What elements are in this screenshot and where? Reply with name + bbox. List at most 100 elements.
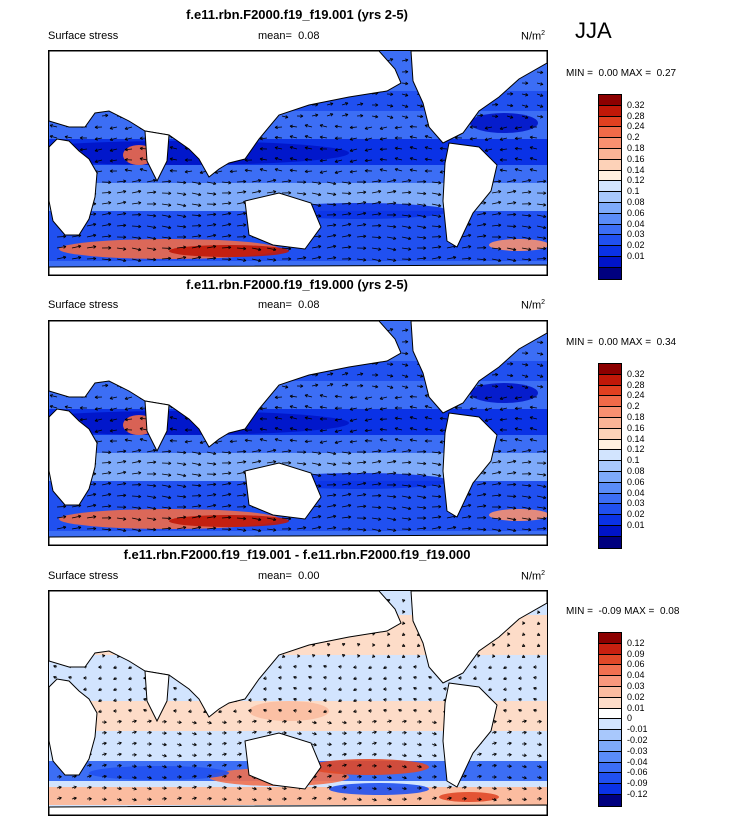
stress-vector (536, 643, 541, 647)
stress-vector (394, 416, 403, 421)
stress-vector (431, 731, 437, 736)
stress-vector (521, 225, 532, 229)
stress-vector (416, 484, 427, 489)
stress-vector (409, 157, 418, 161)
stress-vector (94, 395, 103, 400)
stress-vector (371, 103, 379, 107)
stress-vector (394, 146, 403, 151)
stress-vector (529, 135, 538, 140)
stress-vector (413, 697, 418, 702)
stress-vector (431, 234, 442, 239)
stress-vector (356, 470, 367, 475)
stress-vector (416, 775, 422, 780)
stress-vector (506, 247, 517, 252)
colorbar-tick-label: 0.12 (627, 175, 645, 186)
stress-vector (311, 255, 322, 260)
stress-vector (514, 167, 523, 172)
stress-vector (86, 774, 92, 779)
stress-vector (308, 664, 313, 669)
stress-vector (424, 134, 433, 139)
stress-vector (476, 245, 487, 250)
stress-vector (364, 137, 373, 142)
stress-vector (401, 730, 407, 735)
stress-vector (536, 526, 547, 531)
stress-vector (161, 256, 172, 261)
colorbar-swatch (599, 730, 621, 741)
colorbar-swatch (599, 235, 621, 247)
stress-vector (461, 526, 472, 531)
colorbar-swatch (599, 224, 621, 236)
colorbar-tick-label: 0.14 (627, 164, 645, 175)
stress-vector (356, 372, 364, 376)
stress-vector (356, 528, 367, 532)
colorbar-tick-label: 0.1 (627, 455, 640, 466)
colorbar-swatch (599, 633, 621, 644)
stress-vector (413, 665, 418, 669)
stress-vector (386, 92, 394, 97)
stress-vector (424, 439, 433, 443)
colorbar-tick-label: 0.24 (627, 121, 645, 132)
colorbar-swatch (599, 213, 621, 225)
stress-vector (514, 157, 523, 161)
colorbar-swatch (599, 202, 621, 214)
stress-vector (416, 449, 427, 454)
stress-vector (274, 146, 283, 150)
stress-vector (341, 752, 347, 757)
colorbar-swatch (599, 127, 621, 139)
stress-vector (98, 687, 103, 692)
stress-vector (353, 709, 358, 713)
stress-vector (101, 774, 107, 779)
stress-vector (101, 180, 112, 185)
stress-vector (124, 417, 133, 422)
stress-vector (439, 146, 448, 151)
stress-vector (491, 493, 502, 498)
stress-vector (379, 438, 388, 442)
stress-vector (341, 774, 347, 779)
stress-vector (424, 146, 433, 150)
stress-vector (341, 222, 352, 227)
stress-vector (311, 451, 322, 455)
colorbar-tick-label: 0.14 (627, 433, 645, 444)
stress-vector (431, 720, 437, 725)
stress-vector (491, 223, 502, 228)
stress-vector (131, 786, 137, 791)
stress-vector (113, 676, 118, 681)
stress-vector (469, 395, 478, 399)
stress-vector (146, 719, 152, 724)
stress-vector (326, 742, 332, 747)
stress-vector (236, 258, 247, 262)
stress-vector (101, 383, 109, 388)
panel1-colorbar (598, 94, 622, 280)
stress-vector (308, 698, 313, 702)
stress-vector (499, 158, 508, 162)
stress-vector (349, 137, 358, 141)
stress-vector (341, 191, 352, 196)
stress-vector (491, 505, 502, 509)
colorbar-swatch (599, 643, 621, 655)
stress-vector (529, 156, 538, 161)
stress-vector (131, 189, 142, 194)
colorbar-swatch (599, 428, 621, 440)
stress-vector (263, 687, 268, 691)
stress-vector (454, 136, 463, 140)
stress-vector (536, 246, 547, 251)
stress-vector (409, 427, 418, 431)
stress-vector (266, 528, 277, 532)
stress-vector (131, 494, 142, 499)
stress-vector (116, 449, 127, 454)
stress-vector (49, 124, 58, 128)
stress-vector (289, 168, 298, 173)
stress-vector (206, 233, 217, 238)
field-contour (489, 509, 547, 521)
stress-vector (101, 516, 112, 520)
stress-vector (416, 225, 427, 230)
stress-vector (221, 515, 232, 520)
stress-vector (296, 180, 307, 184)
stress-vector (296, 720, 302, 724)
stress-vector (101, 450, 112, 455)
stress-vector (409, 394, 418, 399)
colorbar-tick-label: 0.2 (627, 401, 640, 412)
stress-vector (506, 775, 512, 780)
stress-vector (236, 504, 247, 509)
stress-vector (161, 484, 172, 489)
